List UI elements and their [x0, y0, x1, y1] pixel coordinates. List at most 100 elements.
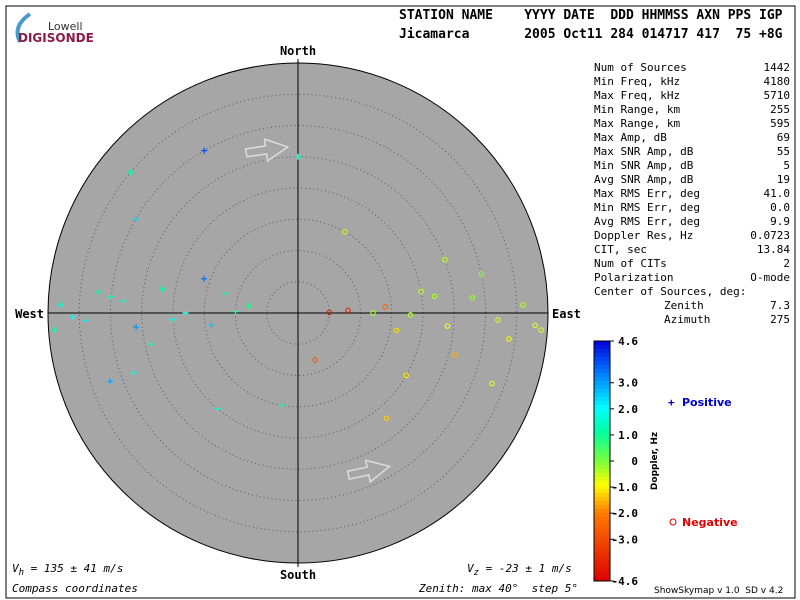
colorbar-tick-label: 1.0	[618, 429, 638, 442]
source-positive	[108, 293, 115, 300]
source-negative	[495, 317, 501, 323]
stat-label: Num of Sources	[594, 61, 687, 74]
colorbar-tick-label: 3.0	[618, 377, 638, 390]
stat-value: 9.9	[770, 215, 790, 228]
header-line1: STATION NAME YYYY DATE DDD HHMMSS AXN PP…	[399, 8, 783, 23]
source-negative	[538, 327, 544, 333]
colorbar-cell	[594, 385, 610, 390]
stat-label: Max RMS Err, deg	[594, 187, 700, 200]
colorbar-cell	[594, 553, 610, 558]
colorbar-cell	[594, 441, 610, 446]
source-negative	[532, 322, 538, 329]
colorbar-cell	[594, 449, 610, 454]
colorbar-cell	[594, 401, 610, 406]
source-positive	[214, 405, 221, 412]
colorbar-cell	[594, 529, 610, 534]
colorbar-cell	[594, 473, 610, 478]
colorbar-cell	[594, 397, 610, 402]
colorbar-cell	[594, 469, 610, 474]
version-label: ShowSkymap v 1.0 SD v 4.2	[654, 586, 783, 596]
source-negative	[506, 336, 512, 342]
colorbar-cell	[594, 405, 610, 410]
colorbar-cell	[594, 501, 610, 506]
colorbar-cell	[594, 577, 610, 582]
colorbar-cell	[594, 445, 610, 450]
center-value: 7.3	[770, 299, 790, 312]
dir-east: East	[552, 307, 581, 321]
source-negative	[370, 310, 376, 316]
colorbar-cell	[594, 513, 610, 518]
colorbar-cell	[594, 521, 610, 526]
source-negative	[326, 309, 332, 316]
vz-sub: z	[474, 568, 479, 578]
stat-label: Max Range, km	[594, 117, 680, 130]
stat-label: Max SNR Amp, dB	[594, 145, 694, 158]
colorbar-tick-label: -2.0	[612, 507, 639, 520]
source-negative	[383, 415, 390, 422]
stat-value: 0.0723	[750, 229, 790, 242]
stat-value: 69	[777, 131, 790, 144]
colorbar-cell	[594, 493, 610, 498]
source-positive	[133, 324, 140, 331]
stat-value: 255	[770, 103, 790, 116]
stat-label: Min Range, km	[594, 103, 680, 116]
colorbar-cell	[594, 525, 610, 530]
source-negative	[442, 256, 448, 263]
colorbar-cell	[594, 341, 610, 346]
source-positive	[170, 316, 177, 323]
logo-top: Lowell	[48, 20, 83, 33]
legend-negative: Negative	[682, 516, 738, 529]
source-positive	[201, 147, 208, 154]
source-positive	[120, 297, 127, 304]
source-positive	[208, 322, 215, 329]
stat-value: 2	[783, 257, 790, 270]
zenith-label: Zenith: max 40° step 5°	[418, 582, 578, 595]
stat-label: Avg RMS Err, deg	[594, 215, 700, 228]
legend-negative-symbol	[669, 518, 677, 526]
colorbar-cell	[594, 365, 610, 370]
colorbar-tick-label: 4.6	[618, 335, 638, 348]
source-negative	[489, 380, 495, 387]
source-negative	[342, 229, 348, 235]
colorbar-cell	[594, 465, 610, 470]
stat-value: 19	[777, 173, 790, 186]
source-negative	[403, 372, 410, 379]
colorbar-cell	[594, 477, 610, 482]
source-positive	[130, 369, 137, 376]
colorbar-cell	[594, 417, 610, 422]
stat-value: 595	[770, 117, 790, 130]
colorbar-cell	[594, 429, 610, 434]
header-line2: Jicamarca 2005 Oct11 284 014717 417 75 +…	[399, 27, 783, 42]
colorbar-cell	[594, 485, 610, 490]
colorbar-cell	[594, 509, 610, 514]
stat-label: Min SNR Amp, dB	[594, 159, 694, 172]
colorbar-cell	[594, 409, 610, 414]
drift-arrow	[244, 138, 290, 163]
legend-positive: Positive	[682, 396, 732, 409]
colorbar-cell	[594, 561, 610, 566]
source-negative	[382, 304, 389, 310]
stat-value: 1442	[764, 61, 791, 74]
colorbar-cell	[594, 377, 610, 382]
stat-label: Doppler Res, Hz	[594, 229, 693, 242]
colorbar-cell	[594, 537, 610, 542]
colorbar-cell	[594, 437, 610, 442]
stat-value: 41.0	[764, 187, 791, 200]
colorbar-cell	[594, 425, 610, 430]
colorbar-cell	[594, 489, 610, 494]
colorbar-cell	[594, 393, 610, 398]
source-negative	[418, 288, 424, 295]
stats-table: Num of Sources 1442 Min Freq, kHz 4180 Max F…	[594, 61, 790, 326]
source-positive	[148, 341, 155, 348]
drift-arrow	[346, 459, 392, 484]
stat-value: 5	[783, 159, 790, 172]
colorbar-cell	[594, 453, 610, 458]
sky-rim	[47, 62, 549, 564]
colorbar-cell	[594, 549, 610, 554]
colorbar-cell	[594, 433, 610, 438]
source-positive	[132, 216, 139, 223]
colorbar-cell	[594, 353, 610, 358]
colorbar: 4.6 3.0 2.0 1.0 0 -1.0 -2.0 -3.0 -4.6 Doppler, Hz	[593, 335, 660, 588]
dir-west: West	[15, 307, 44, 321]
source-positive	[222, 290, 229, 297]
